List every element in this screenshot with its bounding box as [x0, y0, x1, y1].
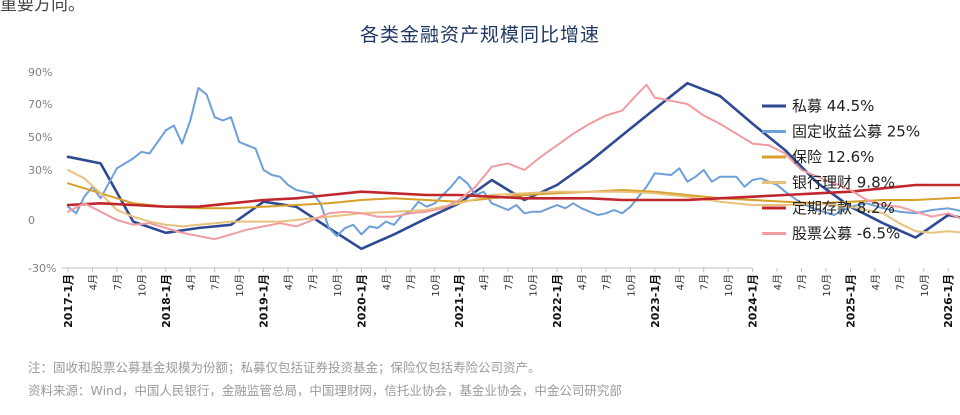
y-tick-label: 30% — [28, 164, 52, 177]
x-tick-label: 4月 — [283, 274, 295, 290]
x-tick-label: 10月 — [430, 274, 442, 297]
y-tick-label: 0 — [28, 214, 35, 227]
x-tick-label: 10月 — [723, 274, 735, 297]
y-tick-label: 50% — [28, 131, 52, 144]
x-tick-label: 2020-1月 — [355, 274, 368, 328]
x-tick-label: 2017-1月 — [62, 274, 75, 328]
x-tick-label: 7月 — [308, 274, 320, 290]
x-tick-label: 7月 — [601, 274, 613, 290]
x-tick-label: 10月 — [332, 274, 344, 297]
series-line-固定收益公募 — [67, 87, 960, 237]
source-note: 资料来源：Wind，中国人民银行，金融监管总局，中国理财网，信托业协会，基金业协… — [28, 383, 622, 398]
series-lines — [66, 81, 960, 251]
legend-label: 私募 44.5% — [792, 97, 874, 115]
x-tick-label: 4月 — [479, 274, 491, 290]
x-tick-label: 10月 — [919, 274, 931, 297]
legend-label: 固定收益公募 25% — [792, 123, 920, 141]
x-tick-label: 4月 — [674, 274, 686, 290]
chart-title: 各类金融资产规模同比增速 — [359, 24, 600, 46]
legend-label: 股票公募 -6.5% — [792, 225, 900, 243]
legend: 私募 44.5% 固定收益公募 25% 保险 12.6% 银行理财 9.8% 定期存款 … — [762, 97, 920, 243]
x-tick-label: 4月 — [87, 274, 99, 290]
legend-label: 银行理财 9.8% — [792, 174, 895, 192]
x-tick-label: 2026-1月 — [942, 274, 955, 328]
x-tick-label: 4月 — [381, 274, 393, 290]
x-tick-label: 2025-1月 — [844, 274, 857, 328]
x-tick-label: 2018-1月 — [160, 274, 173, 328]
x-tick-label: 4月 — [772, 274, 784, 290]
y-tick-label: 70% — [28, 98, 52, 111]
x-tick-label: 2022-1月 — [551, 274, 564, 328]
x-tick-label: 4月 — [185, 274, 197, 290]
series-line-定期存款 — [66, 183, 960, 208]
x-tick-label: 4月 — [576, 274, 588, 290]
series-line-股票公募 — [67, 83, 960, 241]
x-tick-label: 7月 — [210, 274, 222, 290]
top-cut-text: 重要方向。 — [0, 0, 85, 15]
x-tick-label: 7月 — [894, 274, 906, 290]
series-line-银行理财 — [67, 169, 960, 234]
x-tick-label: 2021-1月 — [453, 274, 466, 328]
y-tick-label: 90% — [28, 66, 52, 79]
x-tick-label: 4月 — [870, 274, 882, 290]
y-tick-label: -30% — [28, 262, 56, 275]
x-tick-label: 10月 — [821, 274, 833, 297]
x-tick-label: 7月 — [797, 274, 809, 290]
x-tick-label: 10月 — [625, 274, 637, 297]
x-tick-label: 7月 — [112, 274, 124, 290]
x-tick-label: 7月 — [699, 274, 711, 290]
x-tick-label: 7月 — [405, 274, 417, 290]
axes: 90% 70% 50% 30% 0 -30% 2017-1月 4月 7月 10月 2018-1月 4月… — [28, 66, 955, 328]
x-tick-label: 10月 — [234, 274, 246, 297]
footnote: 注：固收和股票公募基金规模为份额；私募仅包括证券投资基金；保险仅包括寿险公司资产… — [28, 360, 541, 375]
x-tick-label: 10月 — [136, 274, 148, 297]
x-tick-label: 2019-1月 — [258, 274, 271, 328]
legend-label: 定期存款 8.2% — [792, 199, 895, 217]
legend-label: 保险 12.6% — [792, 148, 874, 166]
x-tick-label: 10月 — [528, 274, 540, 297]
x-tick-label: 2023-1月 — [649, 274, 662, 328]
x-tick-label: 7月 — [503, 274, 515, 290]
x-tick-label: 2024-1月 — [747, 274, 760, 328]
